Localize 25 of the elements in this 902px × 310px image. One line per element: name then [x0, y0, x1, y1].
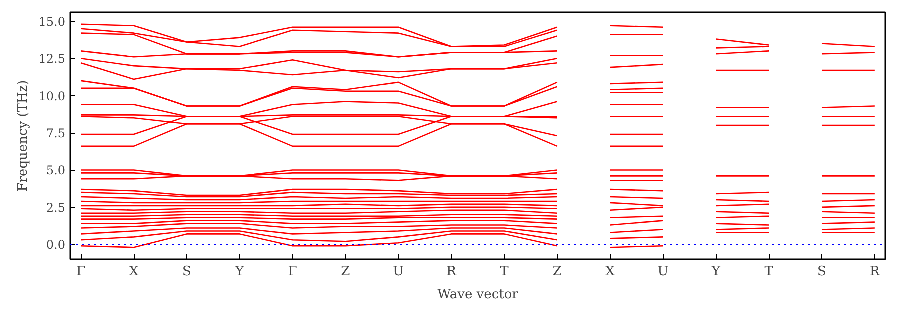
- y-tick-label: 2.5: [46, 200, 66, 215]
- y-axis-title: Frequency (THz): [16, 80, 31, 192]
- x-tick-label: Y: [234, 264, 245, 280]
- x-tick-label: Y: [710, 264, 721, 280]
- y-tick-label: 5.0: [46, 164, 66, 178]
- x-tick-label: S: [182, 264, 192, 280]
- x-tick-label: Γ: [76, 264, 86, 280]
- x-tick-label: X: [129, 264, 140, 280]
- y-tick-label: 15.0: [38, 14, 66, 29]
- y-tick-label: 7.5: [46, 126, 66, 141]
- x-axis-title: Wave vector: [438, 288, 520, 302]
- x-tick-label: U: [393, 264, 404, 280]
- x-tick-label: Z: [552, 264, 562, 280]
- x-tick-label: T: [500, 264, 510, 280]
- x-tick-label: R: [446, 264, 458, 280]
- x-tick-label: R: [870, 264, 882, 280]
- x-tick-label: U: [658, 264, 669, 280]
- y-tick-label: 0.0: [46, 238, 66, 252]
- x-tick-label: T: [764, 264, 774, 280]
- y-tick-label: 12.5: [38, 52, 66, 66]
- x-tick-label: X: [606, 264, 616, 280]
- x-tick-label: Γ: [288, 264, 298, 280]
- x-tick-label: Z: [341, 264, 350, 280]
- x-tick-label: S: [818, 264, 826, 280]
- y-tick-label: 10.0: [38, 89, 66, 104]
